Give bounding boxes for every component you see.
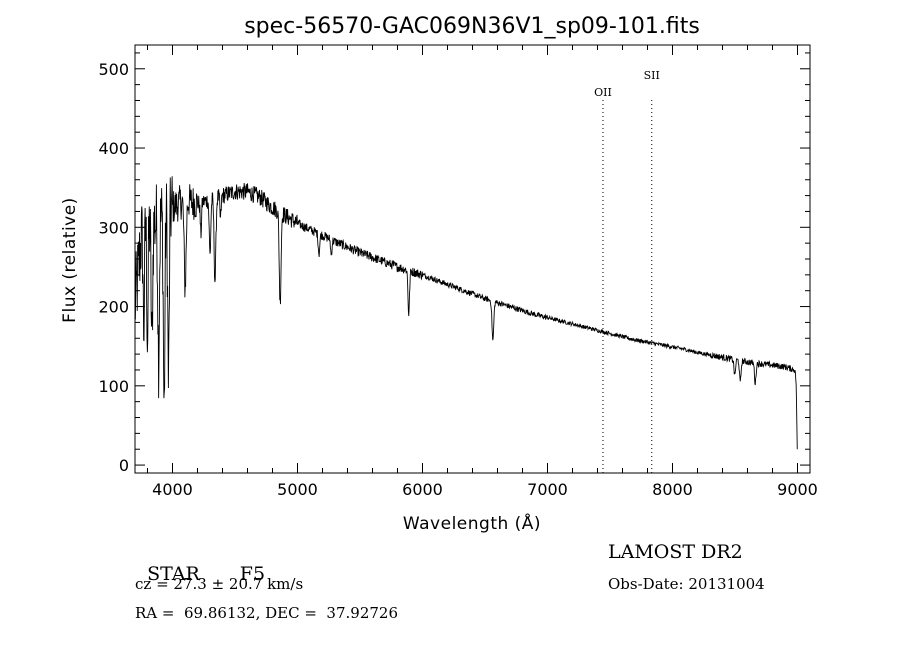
line-marker-label-oii: OII <box>594 86 612 99</box>
y-tick-label: 500 <box>98 60 129 79</box>
obs-date-text: Obs-Date: 20131004 <box>608 575 765 593</box>
x-tick-label: 7000 <box>527 480 568 499</box>
y-tick-label: 100 <box>98 377 129 396</box>
object-class: STAR F5 <box>135 541 265 585</box>
y-tick-label: 400 <box>98 139 129 158</box>
line-marker-label-sii: SII <box>644 69 660 82</box>
y-tick-label: 200 <box>98 298 129 317</box>
chart-title: spec-56570-GAC069N36V1_sp09-101.fits <box>244 14 700 39</box>
line-markers: OII SII <box>594 69 660 473</box>
y-axis-label: Flux (relative) <box>60 197 80 323</box>
x-tick-label: 4000 <box>152 480 193 499</box>
axis-ticks: 4000 5000 6000 7000 8000 9000 0 100 200 300 400 500 <box>98 45 818 499</box>
class-label: STAR <box>147 563 200 585</box>
redshift-text: cz = 27.3 ± 20.7 km/s <box>135 575 304 593</box>
x-tick-label: 8000 <box>652 480 693 499</box>
x-tick-label: 9000 <box>777 480 818 499</box>
y-tick-label: 300 <box>98 218 129 237</box>
x-axis-label: Wavelength (Å) <box>403 512 541 534</box>
y-tick-label: 0 <box>119 456 129 475</box>
x-tick-label: 5000 <box>277 480 318 499</box>
subclass-label: F5 <box>239 563 266 585</box>
coordinates-text: RA = 69.86132, DEC = 37.92726 <box>135 604 399 622</box>
plot-frame <box>134 44 811 474</box>
spectrum-line <box>134 176 798 450</box>
x-tick-label: 6000 <box>402 480 443 499</box>
survey-label: LAMOST DR2 <box>608 541 743 563</box>
